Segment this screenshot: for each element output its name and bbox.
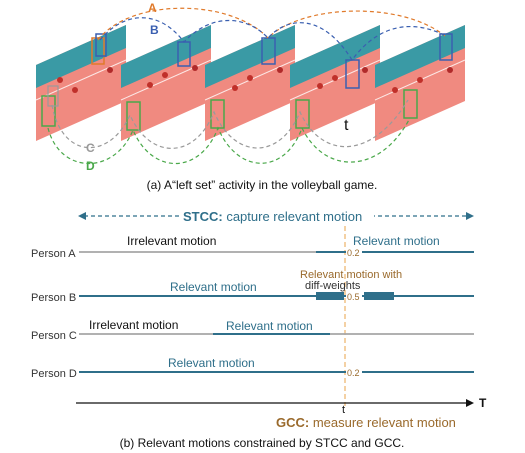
person-c-name: Person C (31, 330, 77, 342)
person-a-relevant-label: Relevant motion (353, 234, 440, 248)
person-b-timeline: Person B Relevant motion with diff-weigh… (31, 269, 474, 304)
person-d-weight: 0.2 (347, 368, 360, 378)
tracking-box-d-2 (126, 101, 141, 131)
person-a-weight: 0.2 (347, 248, 360, 258)
time-t-label: t (342, 404, 345, 416)
person-a-timeline: Person A Irrelevant motion Relevant moti… (31, 234, 474, 260)
person-b-weight: 0.5 (347, 292, 360, 302)
person-d-relevant-label: Relevant motion (168, 356, 255, 370)
person-b-diff-weights-line2: diff-weights (305, 280, 361, 292)
person-a-name: Person A (31, 248, 76, 260)
person-a-irrelevant-label: Irrelevant motion (127, 234, 216, 248)
stcc-label: STCC: capture relevant motion (183, 209, 362, 224)
video-frame-5 (374, 25, 466, 141)
person-b-diff-weights-line1: Relevant motion with (300, 269, 402, 281)
arc-label-c: C (86, 141, 95, 155)
tracking-box-c-1 (47, 85, 59, 107)
tracking-box-b-5 (439, 33, 453, 61)
person-d-name: Person D (31, 368, 77, 380)
tracking-box-d-5 (403, 89, 418, 119)
tracking-box-a-1 (91, 37, 105, 65)
person-b-relevant-label: Relevant motion (170, 280, 257, 294)
person-c-irrelevant-label: Irrelevant motion (89, 318, 178, 332)
person-b-weight-segment-2 (364, 292, 394, 300)
arc-label-b: B (150, 23, 159, 37)
video-frames (35, 25, 466, 141)
person-b-weight-segment-1 (316, 292, 344, 300)
panel-b-caption: (b) Relevant motions constrained by STCC… (120, 436, 405, 450)
panel-a-caption: (a) A“left set” activity in the volleyba… (147, 178, 378, 192)
stcc-arrow (78, 207, 474, 223)
tracking-box-b-1 (95, 33, 107, 57)
trajectory-arcs (47, 7, 447, 164)
time-axis: T (76, 396, 487, 410)
trajectory-arc-d (47, 117, 411, 164)
tracking-box-b-3 (261, 37, 276, 65)
frame-time-marker: t (344, 117, 349, 134)
time-axis-label: T (479, 396, 487, 410)
video-frame-3 (204, 25, 296, 141)
person-c-relevant-label: Relevant motion (226, 319, 313, 333)
video-frame-4 (289, 25, 381, 141)
video-frame-1 (35, 25, 127, 141)
arc-label-a: A (148, 1, 157, 15)
trajectory-arc-c (51, 99, 409, 149)
person-c-timeline: Person C Irrelevant motion Relevant moti… (31, 318, 474, 342)
person-d-timeline: Person D Relevant motion 0.2 (31, 356, 474, 380)
person-b-name: Person B (31, 292, 76, 304)
arc-label-d: D (86, 159, 95, 173)
video-frame-2 (120, 25, 212, 141)
gcc-label: GCC: measure relevant motion (276, 415, 456, 430)
